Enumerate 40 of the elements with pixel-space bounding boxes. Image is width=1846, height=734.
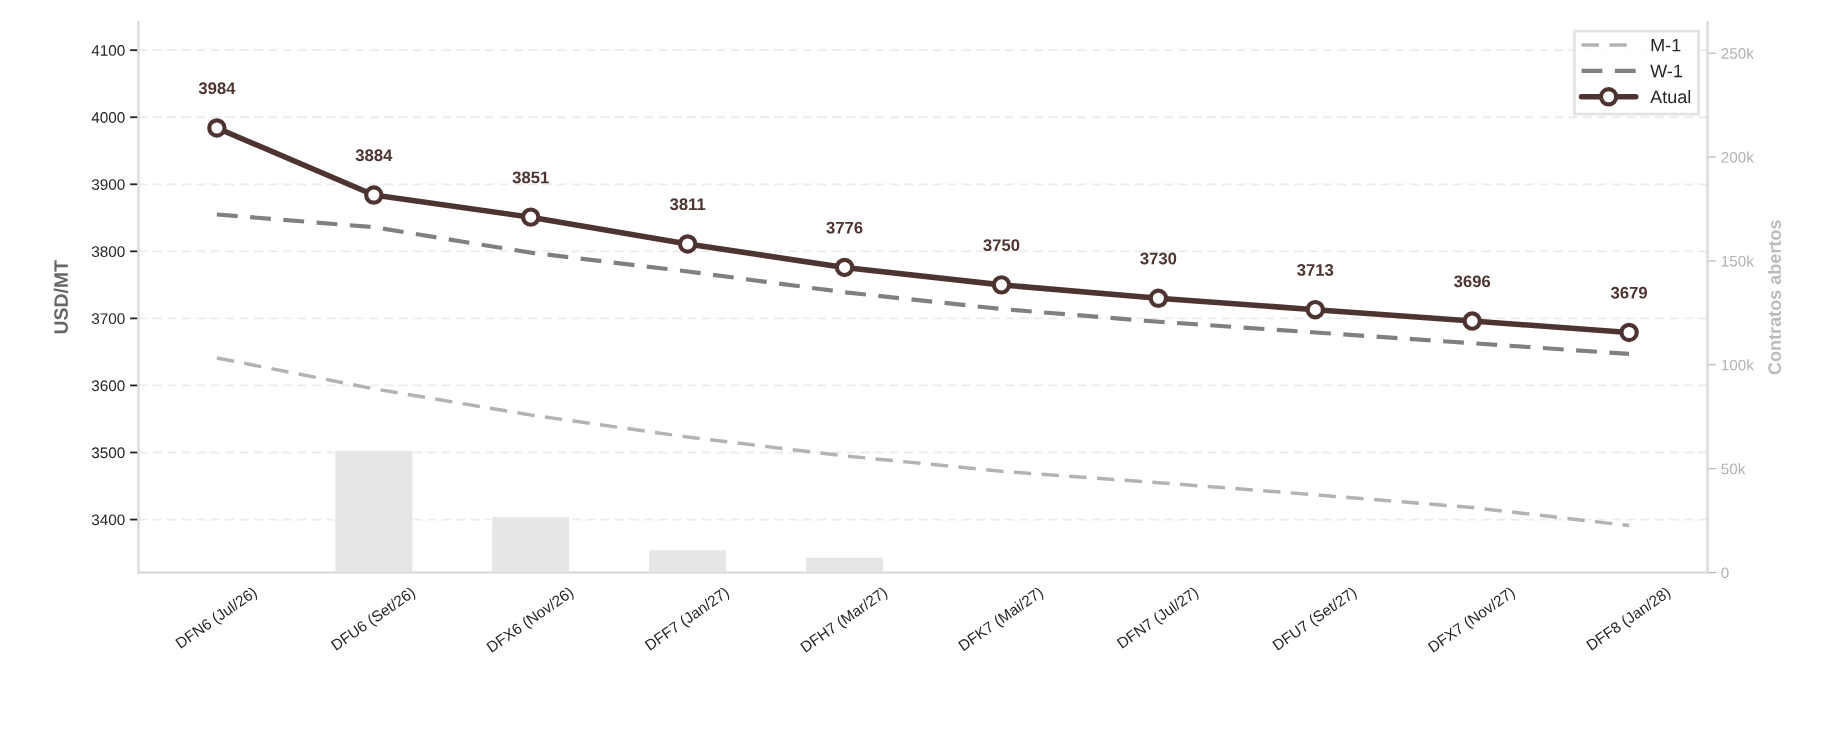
point: [677, 234, 698, 254]
y-tick-label: 3700: [91, 313, 125, 325]
y2-tick-label: 200k: [1721, 151, 1754, 163]
y-tick-label: 3400: [91, 514, 125, 526]
y-tick-label: 4100: [91, 45, 125, 56]
y-tick-label: 3600: [91, 380, 125, 392]
y2-axis-title: Contratos abertos: [1767, 220, 1782, 375]
data-label: 3811: [669, 198, 706, 211]
legend-label: Atual: [1650, 89, 1691, 104]
data-label: 3984: [198, 82, 236, 95]
data-label: 3713: [1297, 264, 1334, 276]
data-label: 3696: [1454, 275, 1491, 288]
legend-label: M-1: [1651, 38, 1681, 52]
data-label: 3679: [1610, 286, 1648, 299]
point: [1619, 322, 1639, 343]
data-label: 3730: [1140, 252, 1177, 265]
data-label: 3884: [355, 149, 393, 162]
point: [207, 118, 227, 138]
y2-tick-label: 250k: [1721, 47, 1754, 59]
data-label: 3776: [826, 221, 863, 234]
point: [834, 257, 855, 278]
point: [991, 275, 1012, 295]
y2-tick-label: 50k: [1721, 463, 1746, 475]
y-tick-label: 3500: [91, 447, 125, 459]
line-series: [215, 356, 1631, 528]
point: [1148, 288, 1169, 309]
y2-tick-label: 150k: [1721, 255, 1754, 267]
point: [1305, 299, 1325, 320]
y-tick-label: 4000: [91, 112, 125, 123]
y-tick-label: 3800: [91, 246, 125, 258]
y2-tick-label: 0: [1721, 567, 1729, 579]
legend-label: W-1: [1650, 64, 1683, 78]
point: [521, 207, 541, 227]
data-label: 3750: [983, 239, 1020, 252]
point: [1462, 311, 1482, 331]
y-tick-label: 3900: [91, 179, 125, 190]
data-label: 3851: [512, 171, 549, 184]
y2-tick-label: 100k: [1721, 359, 1754, 371]
point: [364, 185, 384, 205]
y-axis-title: USD/MT: [53, 260, 69, 334]
